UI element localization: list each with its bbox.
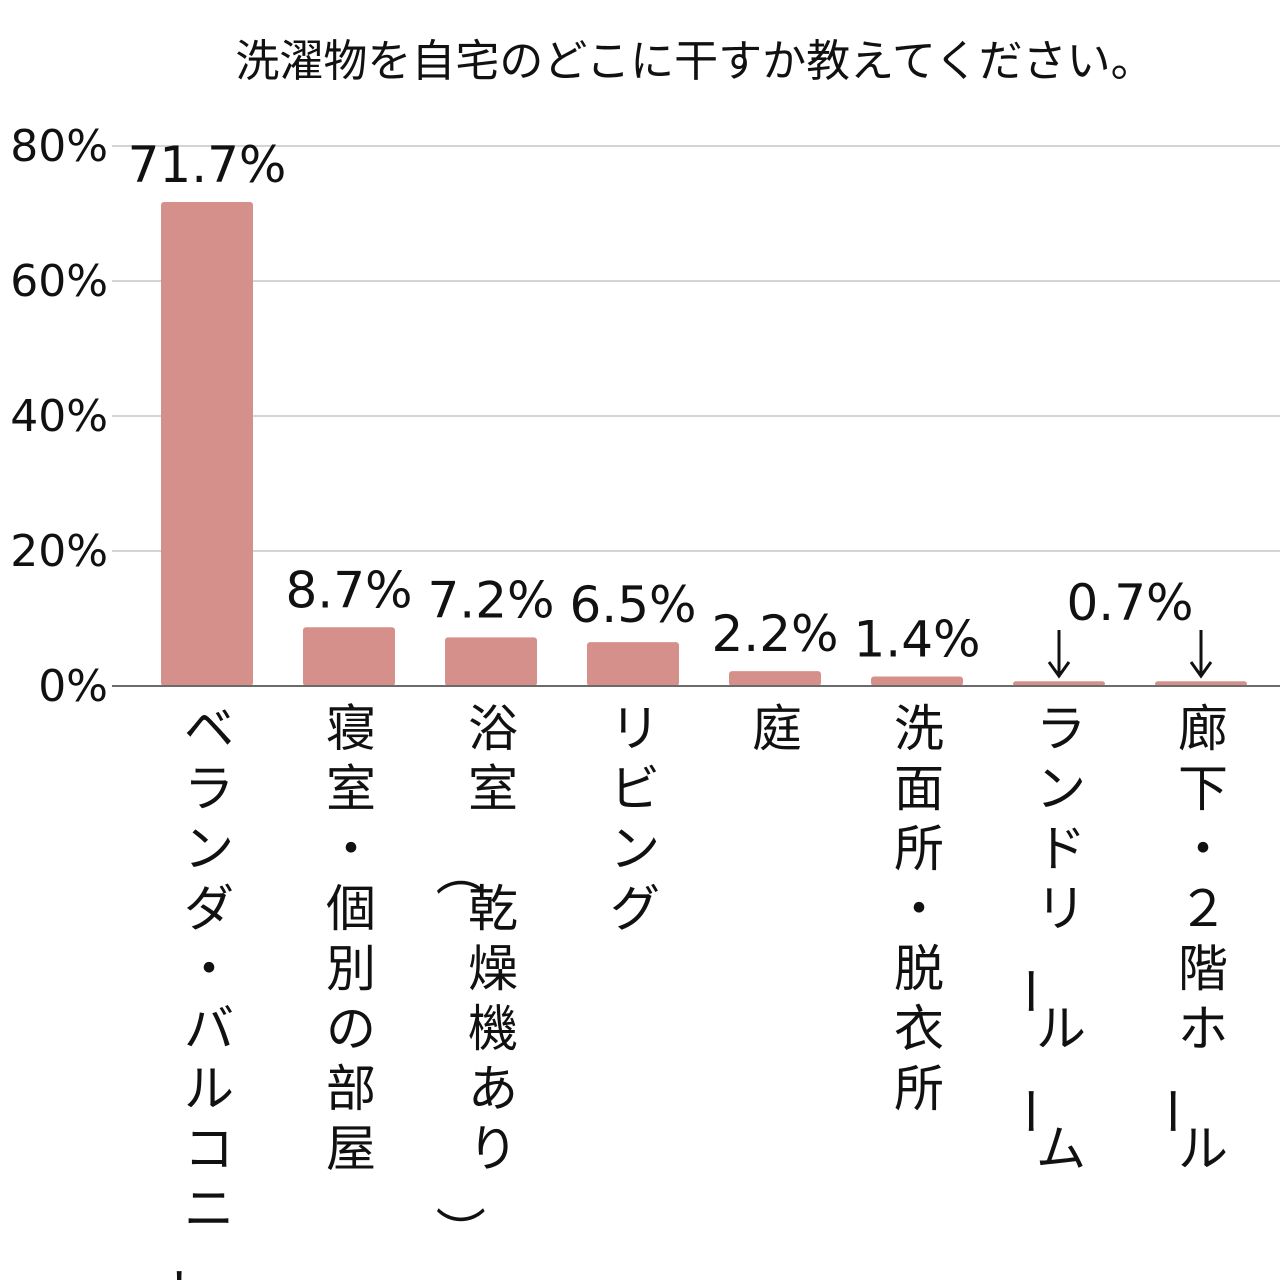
category-label: 廊下・２階ホール (1142, 700, 1228, 1178)
data-label: 6.5% (569, 576, 696, 634)
bar (303, 627, 395, 686)
bar (1013, 681, 1105, 686)
grid-layer: 0% 20% 40% 60% 80% (10, 121, 1280, 712)
arrow-down-icon (1189, 630, 1213, 679)
bar (161, 202, 253, 686)
bar (1155, 681, 1247, 686)
bar (871, 676, 963, 686)
bars-layer (161, 202, 1247, 686)
category-label: ランドリールーム (1000, 700, 1086, 1178)
y-tick-label: 80% (10, 121, 108, 172)
y-tick-label: 60% (10, 256, 108, 307)
arrow-down-icon (1047, 630, 1071, 679)
data-label: 7.2% (427, 571, 554, 629)
y-tick-label: 0% (38, 661, 108, 712)
category-label: 洗面所・脱衣所 (894, 700, 944, 1118)
y-tick-label: 40% (10, 391, 108, 442)
category-label: 寝室・個別の部屋 (326, 700, 376, 1178)
category-label: リビング (610, 700, 660, 938)
bar (587, 642, 679, 686)
bar (729, 671, 821, 686)
labels-layer: 71.7% 8.7% 7.2% 6.5% 2.2% 1.4% 0.7% (128, 136, 1213, 679)
shared-data-label: 0.7% (1066, 574, 1193, 632)
bar (445, 637, 537, 686)
chart-title: 洗濯物を自宅のどこに干すか教えてください。 (235, 36, 1155, 87)
category-label: ベランダ・バルコニー (148, 700, 234, 1280)
data-label: 2.2% (711, 605, 838, 663)
data-label: 1.4% (853, 611, 980, 669)
category-labels-layer: ベランダ・バルコニー 寝室・個別の部屋 浴室（乾燥機あり） リビング 庭 洗面所・脱衣所 ラ… (112, 685, 1280, 1280)
data-label: 8.7% (285, 561, 412, 619)
y-tick-label: 20% (10, 526, 108, 577)
category-label: 庭 (752, 700, 802, 758)
category-label: 浴室（乾燥機あり） (430, 700, 518, 1256)
data-label: 71.7% (128, 136, 287, 194)
